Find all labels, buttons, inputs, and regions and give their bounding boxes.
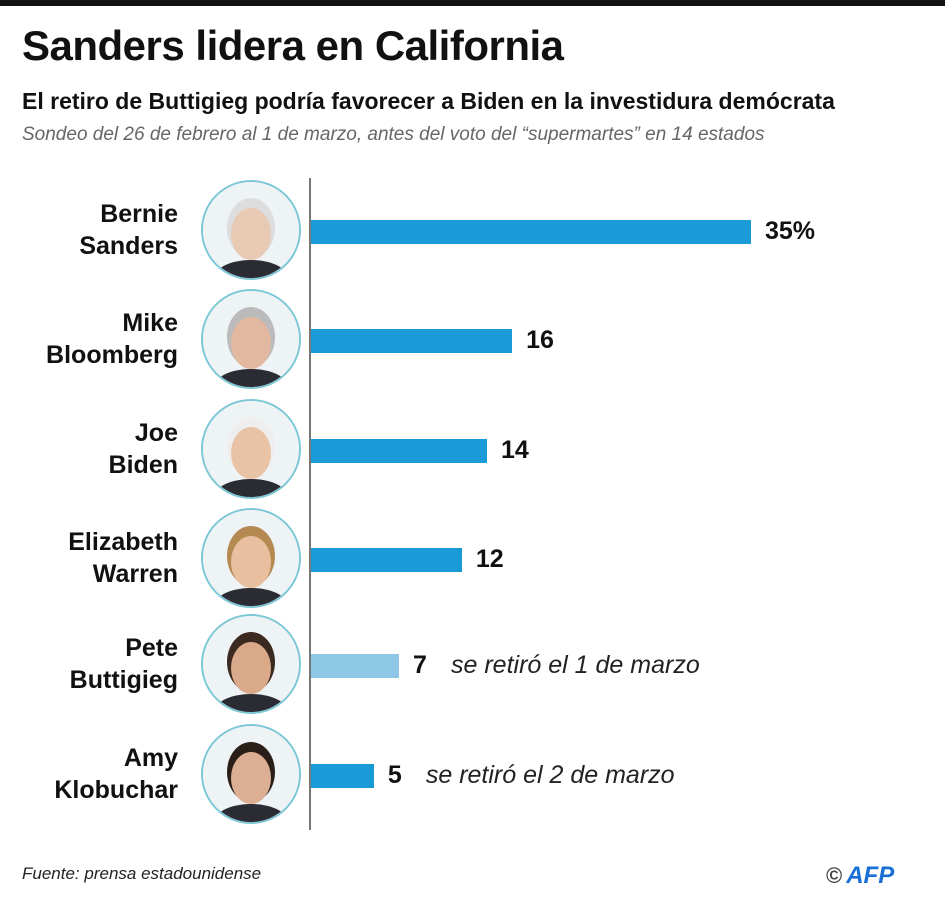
candidate-name: Pete Buttigieg: [0, 632, 178, 696]
bar: [311, 654, 399, 678]
bar: [311, 548, 462, 572]
candidate-name-line1: Mike: [122, 309, 178, 337]
candidate-name: Bernie Sanders: [0, 198, 178, 262]
value-label: 12: [475, 545, 504, 573]
value-label: 35%: [765, 217, 816, 245]
bar: [311, 329, 513, 353]
candidate-name-line2: Klobuchar: [54, 776, 178, 804]
candidate-name-line1: Elizabeth: [68, 528, 178, 556]
candidate-name: Amy Klobuchar: [0, 742, 178, 806]
candidate-photo: [201, 724, 301, 824]
candidate-photo: [201, 508, 301, 608]
annotation: se retiró el 1 de marzo: [451, 651, 700, 679]
value-label: 7: [413, 651, 427, 679]
bar: [311, 764, 374, 788]
value-label: 5: [387, 761, 402, 789]
candidate-photo: [201, 614, 301, 714]
candidate-name: Elizabeth Warren: [0, 526, 178, 590]
candidate-name-line1: Bernie: [100, 200, 178, 228]
candidate-name-line2: Warren: [92, 560, 178, 588]
annotation: se retiró el 2 de marzo: [425, 761, 675, 789]
value-label: 16: [526, 326, 554, 354]
candidate-name-line1: Joe: [134, 419, 178, 447]
candidate-photo: [201, 399, 301, 499]
candidate-name-line1: Amy: [123, 744, 178, 772]
logo-text: AFP: [846, 862, 895, 889]
source-text: Fuente: prensa estadounidense: [22, 864, 262, 883]
axis-line: [309, 178, 311, 830]
candidate-name-line2: Buttigieg: [69, 666, 178, 694]
top-rule: [0, 0, 945, 6]
candidate-name-line2: Biden: [108, 451, 178, 479]
bar: [311, 220, 751, 244]
chart-note: Sondeo del 26 de febrero al 1 de marzo, …: [22, 124, 765, 145]
value-label: 14: [501, 436, 529, 464]
copyright-symbol: ©: [826, 863, 843, 888]
bar: [311, 439, 487, 463]
afp-logo: © AFP: [826, 862, 894, 890]
chart-title: Sanders lidera en California: [22, 22, 564, 69]
candidate-name: Joe Biden: [0, 417, 178, 481]
candidate-name-line1: Pete: [125, 634, 178, 662]
chart-subtitle: El retiro de Buttigieg podría favorecer …: [22, 88, 835, 114]
candidate-name-line2: Bloomberg: [46, 341, 178, 369]
candidate-photo: [201, 180, 301, 280]
candidate-name: Mike Bloomberg: [0, 307, 178, 371]
candidate-photo: [201, 289, 301, 389]
candidate-name-line2: Sanders: [79, 232, 178, 260]
